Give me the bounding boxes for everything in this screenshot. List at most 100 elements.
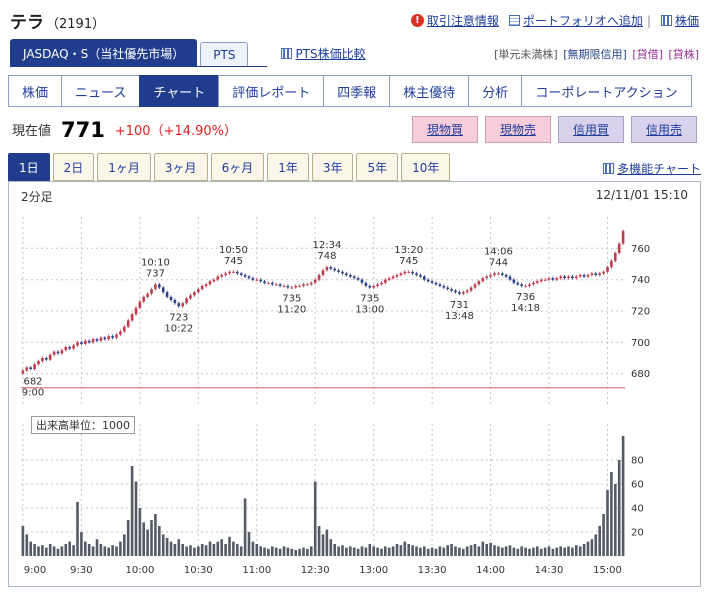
svg-text:740: 740 [631, 275, 650, 286]
multi-chart-icon [603, 163, 615, 174]
svg-text:700: 700 [631, 338, 650, 349]
tab-stock-price[interactable]: 株価 [8, 75, 63, 107]
period-tab-3month[interactable]: 3ヶ月 [153, 153, 208, 181]
alert-icon: ! [410, 14, 424, 27]
period-tab-3year[interactable]: 3年 [311, 153, 354, 181]
svg-text:10:22: 10:22 [164, 323, 193, 334]
order-buttons: 現物買 現物売 信用買 信用売 [411, 116, 697, 143]
current-price-label: 現在値 [12, 124, 52, 139]
svg-text:12:30: 12:30 [301, 565, 330, 576]
svg-text:10:30: 10:30 [184, 565, 213, 576]
svg-text:13:20: 13:20 [394, 245, 423, 256]
svg-text:10:10: 10:10 [141, 257, 170, 268]
stock-attribute-badges: [単元未満株] [無期限信用] [貸借] [貸株] [492, 46, 699, 62]
svg-text:720: 720 [631, 307, 650, 318]
badge-odd-lot: [単元未満株] [494, 48, 558, 61]
chart-timestamp: 12/11/01 15:10 [595, 188, 688, 202]
volume-bar-chart: 9:00 9:30 10:00 10:30 11:00 12:30 13:00 13:30 14… [21, 424, 644, 576]
pts-compare-link[interactable]: PTS株価比較 [295, 47, 366, 61]
page-title: テラ [10, 13, 44, 33]
period-tab-6month[interactable]: 6ヶ月 [210, 153, 265, 181]
portfolio-add-link[interactable]: ポートフォリオへ追加 [522, 14, 643, 28]
svg-text:14:06: 14:06 [484, 246, 513, 257]
chart-panel: 2分足 12/11/01 15:10 680 700 720 740 760 682 9:0… [8, 181, 701, 587]
period-tab-1month[interactable]: 1ヶ月 [97, 153, 151, 181]
svg-text:745: 745 [224, 256, 243, 267]
svg-text:735: 735 [282, 294, 301, 305]
svg-text:680: 680 [631, 369, 650, 380]
header-links: ! 取引注意情報 ポートフォリオへ追加 | 株価 [410, 12, 699, 29]
svg-text:9:00: 9:00 [24, 565, 46, 576]
interval-label: 2分足 [21, 190, 53, 204]
quote-page-link[interactable]: 株価 [674, 14, 699, 28]
svg-text:40: 40 [631, 504, 644, 515]
period-tab-5year[interactable]: 5年 [356, 153, 399, 181]
section-nav-tabs: 株価 ニュース チャート 評価レポート 四季報 株主優待 分析 コーポレートアク… [8, 75, 701, 107]
svg-text:14:00: 14:00 [476, 565, 505, 576]
svg-text:13:00: 13:00 [355, 305, 384, 316]
badge-stock-lending: [貸株] [668, 48, 699, 61]
market-tab-row: JASDAQ・S（当社優先市場） PTS PTS株価比較 [単元未満株] [無期… [0, 37, 709, 67]
svg-text:731: 731 [450, 300, 469, 311]
svg-text:735: 735 [360, 294, 379, 305]
svg-text:13:00: 13:00 [359, 565, 388, 576]
tab-shareholder-benefits[interactable]: 株主優待 [389, 75, 470, 107]
badge-open-margin: [無期限信用] [563, 48, 627, 61]
svg-text:10:50: 10:50 [219, 245, 248, 256]
svg-text:737: 737 [146, 268, 165, 279]
pts-compare-icon [281, 48, 293, 59]
tab-analyst-report[interactable]: 評価レポート [218, 75, 325, 107]
svg-text:745: 745 [399, 256, 418, 267]
link-separator: | [646, 13, 651, 28]
tab-analysis[interactable]: 分析 [468, 75, 523, 107]
period-tab-2day[interactable]: 2日 [52, 153, 95, 181]
svg-text:13:48: 13:48 [445, 311, 474, 322]
portfolio-add-icon [508, 15, 520, 26]
page-header: テラ （2191） ! 取引注意情報 ポートフォリオへ追加 | 株価 [0, 0, 709, 37]
stock-code: （2191） [46, 17, 106, 32]
margin-buy-button[interactable]: 信用買 [557, 116, 624, 143]
period-tab-1day[interactable]: 1日 [8, 153, 50, 181]
tab-shikiho[interactable]: 四季報 [323, 75, 391, 107]
svg-text:14:18: 14:18 [511, 303, 540, 314]
tab-news[interactable]: ニュース [61, 75, 141, 107]
multi-chart-link[interactable]: 多機能チャート [617, 162, 701, 176]
cash-buy-button[interactable]: 現物買 [411, 116, 478, 143]
quote-page-icon [660, 15, 672, 26]
svg-text:12:34: 12:34 [312, 240, 341, 251]
price-change-value: +100（+14.90%） [114, 124, 238, 139]
svg-text:744: 744 [489, 257, 508, 268]
svg-text:682: 682 [23, 377, 42, 388]
svg-text:760: 760 [631, 244, 650, 255]
trade-alert-link[interactable]: 取引注意情報 [426, 14, 499, 28]
pts-compare-group: PTS株価比較 [275, 45, 366, 62]
chart-period-tabs: 1日 2日 1ヶ月 3ヶ月 6ヶ月 1年 3年 5年 10年 多機能チャート [8, 153, 701, 181]
period-tab-10year[interactable]: 10年 [401, 153, 451, 181]
margin-sell-button[interactable]: 信用売 [630, 116, 697, 143]
multi-chart-group: 多機能チャート [597, 160, 701, 177]
volume-unit-label: 出来高単位：1000 [31, 416, 135, 434]
svg-text:9:30: 9:30 [70, 565, 92, 576]
chart-header: 2分足 12/11/01 15:10 [17, 186, 692, 209]
svg-text:10:00: 10:00 [125, 565, 154, 576]
svg-text:13:30: 13:30 [418, 565, 447, 576]
svg-text:60: 60 [631, 480, 644, 491]
svg-text:20: 20 [631, 528, 644, 539]
stock-title-group: テラ （2191） [10, 8, 105, 33]
cash-sell-button[interactable]: 現物売 [484, 116, 551, 143]
tab-corporate-action[interactable]: コーポレートアクション [521, 75, 692, 107]
svg-text:15:00: 15:00 [593, 565, 622, 576]
current-price-value: 771 [61, 117, 105, 142]
svg-text:80: 80 [631, 456, 644, 467]
svg-text:14:30: 14:30 [535, 565, 564, 576]
market-tab-pts[interactable]: PTS [200, 42, 249, 66]
market-tab-jasdaq[interactable]: JASDAQ・S（当社優先市場） [10, 39, 198, 66]
period-tab-1year[interactable]: 1年 [267, 153, 309, 181]
svg-text:723: 723 [169, 312, 188, 323]
svg-text:748: 748 [317, 251, 336, 262]
tab-chart[interactable]: チャート [139, 75, 220, 107]
current-quote-row: 現在値 771 +100（+14.90%） 現物買 現物売 信用買 信用売 [0, 107, 709, 149]
svg-text:11:00: 11:00 [242, 565, 271, 576]
